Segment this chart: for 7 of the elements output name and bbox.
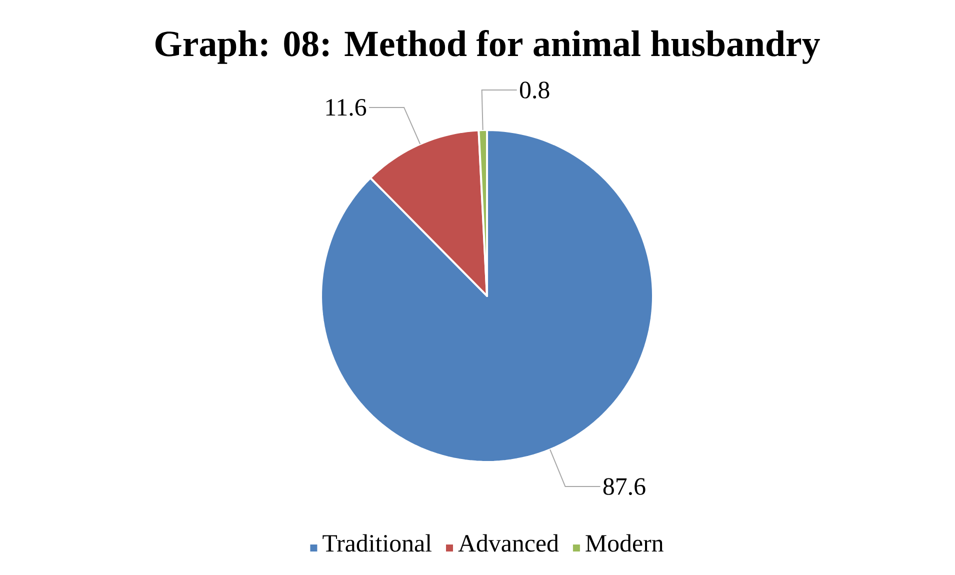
chart-title: Graph: 08: Method for animal husbandry (155, 30, 820, 64)
data-label: 87.6 (603, 478, 646, 496)
legend-label: Modern (586, 534, 664, 552)
data-label: 0.8 (520, 82, 550, 99)
legend-label: Traditional (322, 534, 432, 552)
legend-label: Advanced (458, 534, 559, 552)
data-label: 11.6 (326, 99, 366, 116)
